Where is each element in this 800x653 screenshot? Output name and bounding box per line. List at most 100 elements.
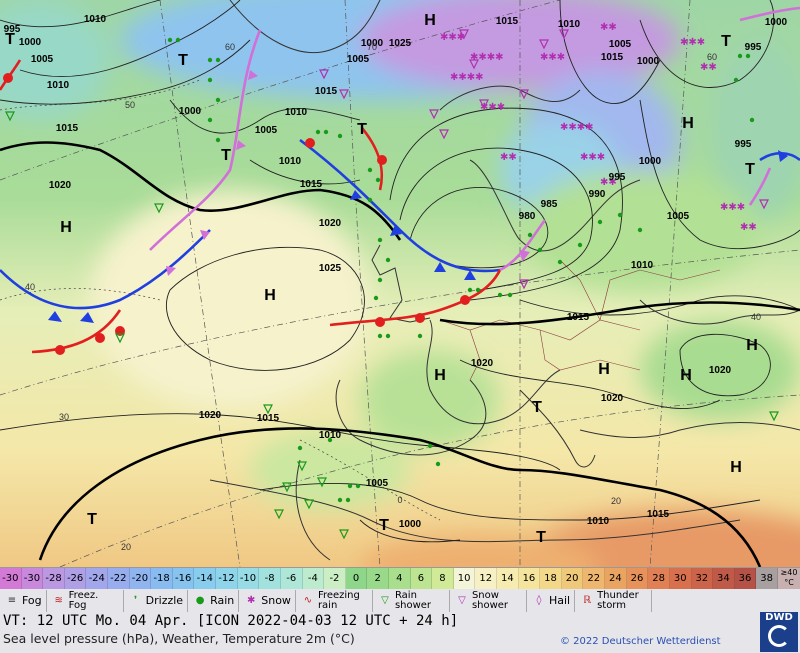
pressure-center: H (746, 337, 758, 354)
svg-text:✱✱✱✱: ✱✱✱✱ (560, 122, 594, 133)
pressure-center: H (424, 12, 436, 29)
scale-cell: 16 (518, 568, 541, 589)
isobar-label: 1000 (637, 56, 660, 67)
pressure-center: T (87, 511, 97, 528)
isotherm-label: 60 (225, 42, 235, 52)
scale-cell: -24 (86, 568, 109, 589)
legend-item: ✱ Snow (239, 590, 296, 612)
isobar-label: 1010 (84, 14, 107, 25)
legend-item: ≡ Fog (0, 590, 47, 612)
pressure-center: T (532, 399, 542, 416)
scale-cell: 4 (388, 568, 411, 589)
isobar-label: 995 (609, 172, 626, 183)
isotherm-label: 40 (751, 312, 761, 322)
isobar-label: 1005 (366, 478, 389, 489)
isobar-label: 1020 (601, 393, 624, 404)
pressure-center: H (434, 367, 446, 384)
legend-item: ● Rain (188, 590, 240, 612)
scale-cell: -30 (21, 568, 44, 589)
snow-shower-symbols (319, 29, 769, 290)
isobar-label: 1015 (496, 16, 519, 27)
scale-cell: -20 (129, 568, 152, 589)
isobar-label: 1010 (631, 260, 654, 271)
legend-symbol-icon: ● (195, 595, 205, 606)
graticule (0, 0, 800, 567)
svg-text:✱✱✱: ✱✱✱ (580, 152, 605, 163)
scale-cell: 38 (756, 568, 778, 589)
isobar-label: 1015 (257, 413, 280, 424)
scale-cell: 0 (345, 568, 368, 589)
scale-cell: 20 (561, 568, 584, 589)
isobar-label: 1010 (47, 80, 70, 91)
isobar-label: 1020 (709, 365, 732, 376)
snow-symbols: ✱✱✱✱✱✱✱✱✱✱✱ ✱✱✱✱✱✱✱✱✱✱ ✱✱✱✱✱✱✱✱ ✱✱✱✱✱✱✱ … (440, 22, 757, 233)
scale-cell: -16 (172, 568, 195, 589)
isobar-label: 995 (745, 42, 762, 53)
isobar-label: 1005 (609, 39, 632, 50)
legend-item: ℝ Thunder storm (575, 590, 653, 612)
scale-cell: -4 (302, 568, 325, 589)
legend-label: Rain shower (394, 590, 432, 611)
scale-cell: 12 (475, 568, 498, 589)
isotherm-label: 70 (367, 42, 377, 52)
isobar-label: 1005 (347, 54, 370, 65)
isobar-label: 1000 (361, 38, 384, 49)
isotherm-label: 30 (59, 412, 69, 422)
legend-symbol-icon: ❜ (134, 595, 138, 606)
weather-symbol-legend: ≡ Fog ≋ Freez. Fog ❜ Drizzle ● Rain ✱ Snow ∿ Freezi… (0, 590, 800, 612)
scale-cell: -30 (0, 568, 22, 589)
coastlines (209, 0, 800, 561)
scale-cell: 32 (691, 568, 714, 589)
legend-item: ◊ Hail (527, 590, 576, 612)
legend-label: Drizzle (145, 594, 184, 607)
scale-cell: 2 (367, 568, 389, 589)
isobar-label: 1010 (558, 19, 581, 30)
svg-text:✱✱✱✱: ✱✱✱✱ (470, 52, 504, 63)
legend-symbol-icon: ℝ (583, 595, 592, 606)
scale-cell: -28 (43, 568, 65, 589)
copyright: © 2022 Deutscher Wetterdienst (560, 636, 721, 647)
legend-item: ▽ Snow shower (450, 590, 527, 612)
scale-cell: 6 (410, 568, 433, 589)
scale-cell: 34 (713, 568, 735, 589)
isobar-label: 1010 (285, 107, 308, 118)
pressure-center: H (682, 115, 694, 132)
scale-cell: 18 (540, 568, 562, 589)
isotherm-label: 40 (25, 282, 35, 292)
legend-symbol-icon: ▽ (458, 595, 466, 606)
svg-text:✱✱✱: ✱✱✱ (480, 102, 505, 113)
svg-text:✱✱✱: ✱✱✱ (540, 52, 565, 63)
isobar-label: 1000 (765, 17, 788, 28)
legend-symbol-icon: ∿ (303, 595, 313, 606)
pressure-center: H (598, 361, 610, 378)
svg-text:✱✱✱: ✱✱✱ (720, 202, 745, 213)
legend-label: Rain (210, 594, 235, 607)
isobar-label: 1000 (639, 156, 662, 167)
legend-label: Snow shower (471, 590, 509, 611)
scale-cell: 10 (453, 568, 476, 589)
temperature-field (0, 0, 800, 567)
legend-item: ≋ Freez. Fog (47, 590, 124, 612)
isobar-label: 1010 (587, 516, 610, 527)
pressure-centers: H H H H H H H H H T T T T T T T T T T (5, 12, 758, 546)
scale-cell: 24 (605, 568, 627, 589)
svg-text:✱✱: ✱✱ (700, 62, 717, 73)
isobar-label: 1010 (319, 430, 342, 441)
isotherm-label: 20 (611, 496, 621, 506)
front-symbols (3, 70, 788, 355)
legend-symbol-icon: ≡ (7, 595, 17, 606)
valid-time: VT: 12 UTC Mo. 04 Apr. [ICON 2022-04-03 … (3, 613, 459, 629)
isobar-label: 1020 (199, 410, 222, 421)
isobar-label: 1010 (279, 156, 302, 167)
scale-cell: -10 (237, 568, 260, 589)
isobar-label: 1005 (31, 54, 54, 65)
temperature-labels: 40 50 60 70 60 40 30 20 20 0 (25, 42, 761, 552)
temperature-unit: ≥40 °C (778, 568, 800, 589)
svg-text:✱✱✱✱: ✱✱✱✱ (450, 72, 484, 83)
pressure-center: T (221, 147, 231, 164)
legend-symbol-icon: ✱ (247, 595, 256, 606)
legend-item: ❜ Drizzle (124, 590, 189, 612)
isobar-label: 1005 (667, 211, 690, 222)
svg-text:✱✱: ✱✱ (600, 177, 617, 188)
scale-cell: -6 (280, 568, 303, 589)
